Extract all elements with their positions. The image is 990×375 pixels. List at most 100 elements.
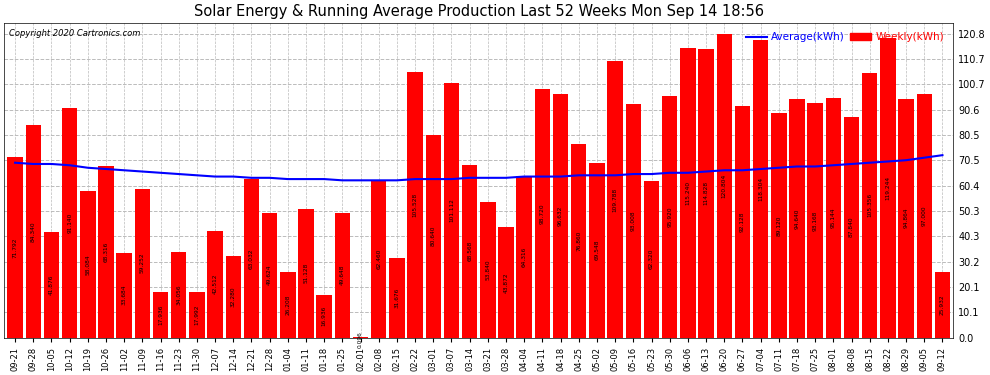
Bar xyxy=(752,40,768,338)
Bar xyxy=(552,94,568,338)
Text: 93.168: 93.168 xyxy=(813,210,818,231)
Text: 93.008: 93.008 xyxy=(631,210,636,231)
Bar xyxy=(444,83,459,338)
Bar xyxy=(589,163,605,338)
Bar xyxy=(462,165,477,338)
Bar xyxy=(480,202,496,338)
Text: 118.304: 118.304 xyxy=(758,177,763,201)
Bar xyxy=(717,34,732,338)
Text: 42.512: 42.512 xyxy=(213,274,218,294)
Bar xyxy=(280,272,296,338)
Bar xyxy=(226,256,241,338)
Text: 34.056: 34.056 xyxy=(176,285,181,305)
Bar xyxy=(862,72,877,338)
Text: 95.920: 95.920 xyxy=(667,207,672,227)
Text: 16.936: 16.936 xyxy=(322,306,327,326)
Bar xyxy=(426,135,441,338)
Bar xyxy=(262,213,277,338)
Text: 64.316: 64.316 xyxy=(522,246,527,267)
Text: 49.624: 49.624 xyxy=(267,265,272,285)
Text: Copyright 2020 Cartronics.com: Copyright 2020 Cartronics.com xyxy=(9,29,141,38)
Bar xyxy=(317,295,332,338)
Bar xyxy=(335,213,350,338)
Text: 80.640: 80.640 xyxy=(431,226,436,246)
Bar xyxy=(917,93,932,338)
Text: 94.864: 94.864 xyxy=(904,208,909,228)
Bar xyxy=(498,227,514,338)
Bar xyxy=(826,98,842,338)
Bar xyxy=(662,96,677,338)
Bar xyxy=(408,72,423,338)
Text: 32.280: 32.280 xyxy=(231,286,236,307)
Text: 33.684: 33.684 xyxy=(122,285,127,306)
Text: 109.788: 109.788 xyxy=(613,188,618,211)
Text: 120.804: 120.804 xyxy=(722,174,727,198)
Text: 97.000: 97.000 xyxy=(922,205,927,226)
Text: 25.932: 25.932 xyxy=(940,295,944,315)
Bar xyxy=(62,108,77,338)
Bar xyxy=(608,62,623,338)
Bar xyxy=(44,232,59,338)
Text: 119.244: 119.244 xyxy=(885,176,890,200)
Text: 17.936: 17.936 xyxy=(158,305,163,325)
Bar xyxy=(189,292,205,338)
Bar xyxy=(789,99,805,338)
Text: 91.140: 91.140 xyxy=(67,213,72,233)
Bar xyxy=(535,89,550,338)
Text: 58.084: 58.084 xyxy=(85,254,90,275)
Text: 89.120: 89.120 xyxy=(776,215,781,236)
Bar xyxy=(898,99,914,338)
Bar xyxy=(735,106,750,338)
Text: 31.676: 31.676 xyxy=(394,288,399,308)
Text: 26.208: 26.208 xyxy=(285,294,290,315)
Text: 105.528: 105.528 xyxy=(413,193,418,217)
Text: 84.340: 84.340 xyxy=(31,221,36,242)
Bar xyxy=(207,231,223,338)
Text: 41.876: 41.876 xyxy=(49,275,53,295)
Bar xyxy=(117,253,132,338)
Text: 76.860: 76.860 xyxy=(576,231,581,251)
Bar xyxy=(680,48,696,338)
Text: 0.096: 0.096 xyxy=(358,332,363,348)
Text: 94.640: 94.640 xyxy=(794,208,800,229)
Text: 95.144: 95.144 xyxy=(831,208,836,228)
Text: 68.568: 68.568 xyxy=(467,241,472,261)
Bar xyxy=(26,125,41,338)
Bar xyxy=(7,157,23,338)
Bar xyxy=(135,189,150,338)
Text: 69.548: 69.548 xyxy=(594,240,600,260)
Bar xyxy=(843,117,859,338)
Text: 71.792: 71.792 xyxy=(13,237,18,258)
Bar xyxy=(517,176,532,338)
Text: 87.840: 87.840 xyxy=(849,217,854,237)
Bar xyxy=(98,166,114,338)
Text: 114.828: 114.828 xyxy=(704,181,709,205)
Text: 98.720: 98.720 xyxy=(540,203,545,224)
Bar xyxy=(389,258,405,338)
Bar xyxy=(808,103,823,338)
Bar xyxy=(80,192,96,338)
Text: 17.992: 17.992 xyxy=(194,304,199,325)
Text: 62.320: 62.320 xyxy=(649,249,654,269)
Bar xyxy=(571,144,586,338)
Bar xyxy=(698,49,714,338)
Text: 115.240: 115.240 xyxy=(685,180,690,205)
Text: 68.316: 68.316 xyxy=(104,242,109,262)
Bar xyxy=(880,38,896,338)
Text: 101.112: 101.112 xyxy=(449,198,454,222)
Legend: Average(kWh), Weekly(kWh): Average(kWh), Weekly(kWh) xyxy=(742,28,948,46)
Text: 96.632: 96.632 xyxy=(558,206,563,226)
Text: 105.356: 105.356 xyxy=(867,193,872,217)
Bar xyxy=(298,209,314,338)
Text: 59.252: 59.252 xyxy=(140,253,145,273)
Text: 63.032: 63.032 xyxy=(248,248,254,268)
Bar xyxy=(771,113,786,338)
Text: 51.128: 51.128 xyxy=(304,263,309,284)
Title: Solar Energy & Running Average Production Last 52 Weeks Mon Sep 14 18:56: Solar Energy & Running Average Productio… xyxy=(194,4,763,19)
Text: 49.648: 49.648 xyxy=(340,265,345,285)
Bar xyxy=(152,292,168,338)
Text: 92.128: 92.128 xyxy=(740,211,744,232)
Bar xyxy=(371,180,386,338)
Text: 43.872: 43.872 xyxy=(504,272,509,292)
Bar xyxy=(244,179,259,338)
